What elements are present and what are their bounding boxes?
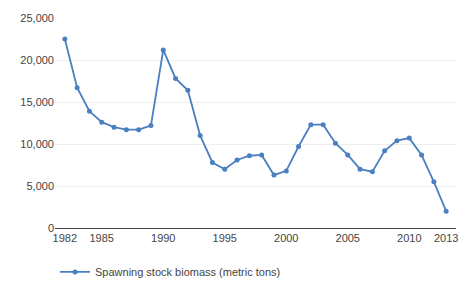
svg-text:10,000: 10,000: [20, 138, 54, 150]
svg-text:2000: 2000: [274, 232, 298, 244]
svg-text:1985: 1985: [89, 232, 113, 244]
svg-text:15,000: 15,000: [20, 96, 54, 108]
svg-text:2005: 2005: [336, 232, 360, 244]
svg-text:Spawning stock biomass (metric: Spawning stock biomass (metric tons): [95, 266, 280, 278]
svg-text:2010: 2010: [397, 232, 421, 244]
svg-text:1995: 1995: [213, 232, 237, 244]
svg-text:0: 0: [48, 222, 54, 234]
svg-text:2013: 2013: [434, 232, 458, 244]
svg-text:20,000: 20,000: [20, 54, 54, 66]
svg-text:1982: 1982: [53, 232, 77, 244]
svg-text:1990: 1990: [151, 232, 175, 244]
svg-text:25,000: 25,000: [20, 12, 54, 24]
svg-text:5,000: 5,000: [26, 180, 54, 192]
